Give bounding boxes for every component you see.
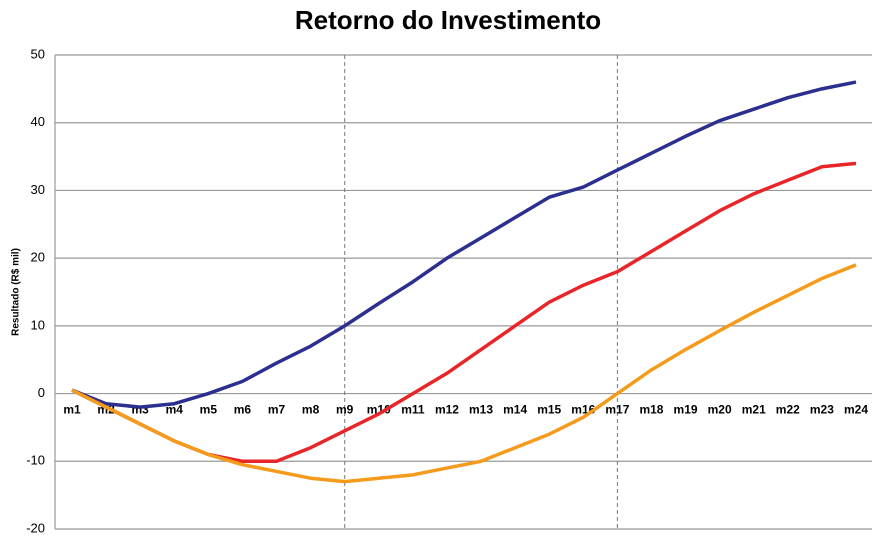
y-axis-label: Resultado (R$ mil) — [11, 248, 22, 336]
line-series — [71, 80, 857, 409]
x-tick-label: m21 — [742, 403, 766, 417]
x-tick-label: m15 — [537, 403, 561, 417]
x-tick-label: m8 — [302, 403, 320, 417]
x-tick-label: m1 — [63, 403, 81, 417]
x-tick-label: m11 — [401, 403, 425, 417]
x-tick-label: m13 — [469, 403, 493, 417]
y-tick-label: -20 — [26, 520, 45, 533]
y-tick-label: 50 — [31, 46, 45, 61]
x-tick-label: m23 — [810, 403, 834, 417]
x-tick-label: m18 — [639, 403, 663, 417]
x-tick-label: m24 — [844, 403, 868, 417]
x-tick-label: m5 — [200, 403, 218, 417]
x-tick-label: m22 — [776, 403, 800, 417]
line-series — [71, 161, 857, 464]
x-tick-label: m12 — [435, 403, 459, 417]
y-tick-label: 0 — [38, 385, 45, 400]
x-tick-label: m7 — [268, 403, 286, 417]
y-tick-label: 30 — [31, 182, 45, 197]
line-series — [71, 263, 857, 484]
x-tick-label: m14 — [503, 403, 527, 417]
y-tick-label: 20 — [31, 250, 45, 265]
x-tick-label: m4 — [166, 403, 184, 417]
y-tick-label: -10 — [26, 453, 45, 468]
chart-title: Retorno do Investimento — [295, 5, 601, 35]
y-tick-label: 10 — [31, 317, 45, 332]
x-tick-label: m10 — [367, 403, 391, 417]
x-tick-label: m20 — [708, 403, 732, 417]
x-tick-label: m9 — [336, 403, 354, 417]
x-tick-label: m17 — [605, 403, 629, 417]
y-tick-label: 40 — [31, 114, 45, 129]
x-tick-label: m6 — [234, 403, 252, 417]
x-tick-label: m19 — [674, 403, 698, 417]
